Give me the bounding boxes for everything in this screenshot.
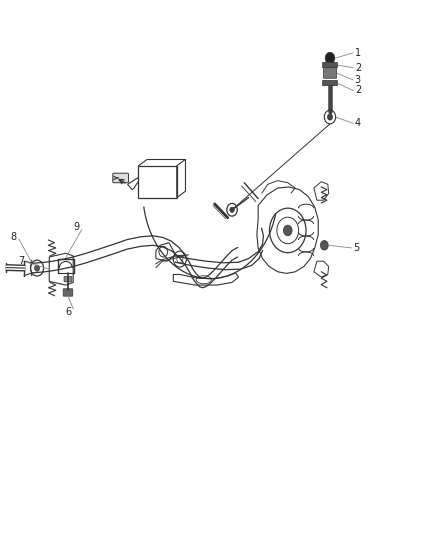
Circle shape [327, 114, 332, 120]
FancyBboxPatch shape [64, 277, 72, 282]
Circle shape [325, 52, 335, 64]
Text: 3: 3 [355, 75, 361, 85]
Circle shape [321, 240, 328, 250]
Text: 6: 6 [65, 306, 71, 317]
Text: 2: 2 [355, 63, 361, 72]
Text: 9: 9 [74, 222, 80, 232]
FancyBboxPatch shape [113, 173, 128, 183]
Text: 2: 2 [355, 85, 361, 95]
Circle shape [230, 207, 234, 213]
Circle shape [283, 225, 292, 236]
Circle shape [35, 265, 40, 271]
Text: 7: 7 [18, 256, 24, 266]
Text: 1: 1 [355, 48, 361, 58]
FancyBboxPatch shape [63, 289, 73, 296]
Text: 8: 8 [10, 232, 16, 243]
Text: 4: 4 [355, 118, 361, 128]
Text: 5: 5 [353, 243, 359, 253]
FancyBboxPatch shape [323, 68, 336, 78]
FancyBboxPatch shape [322, 62, 337, 68]
FancyBboxPatch shape [322, 80, 337, 86]
